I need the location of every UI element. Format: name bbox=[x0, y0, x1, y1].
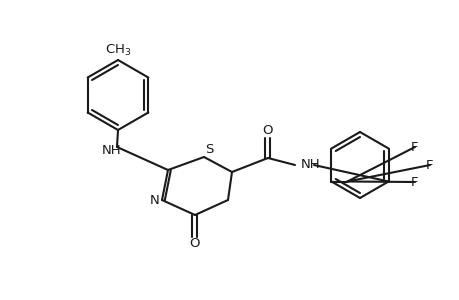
Text: O: O bbox=[190, 237, 200, 250]
Text: NH: NH bbox=[102, 143, 122, 157]
Text: F: F bbox=[410, 176, 418, 188]
Text: N: N bbox=[150, 194, 160, 206]
Text: O: O bbox=[262, 124, 273, 137]
Text: NH: NH bbox=[300, 158, 320, 170]
Text: CH$_3$: CH$_3$ bbox=[105, 43, 131, 58]
Text: S: S bbox=[205, 143, 213, 156]
Text: F: F bbox=[410, 140, 418, 154]
Text: F: F bbox=[425, 158, 433, 172]
